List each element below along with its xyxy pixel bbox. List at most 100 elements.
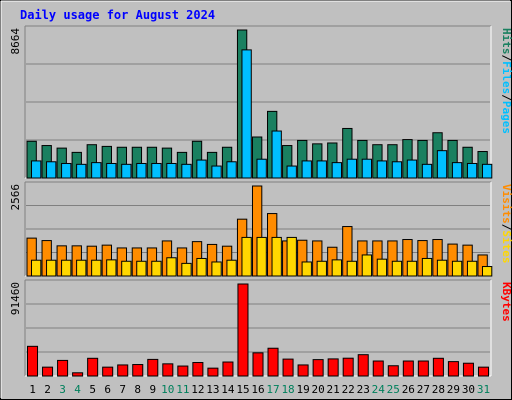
bar-kbytes: [462, 362, 474, 377]
bars-kbytes: [27, 283, 490, 377]
bar-files: [316, 160, 327, 179]
bar-sites: [196, 257, 207, 277]
bar-kbytes: [402, 360, 414, 377]
x-tick-label: 16: [251, 383, 264, 396]
bar-sites: [391, 260, 403, 277]
bar-files: [451, 162, 463, 179]
x-tick-label: 25: [387, 383, 400, 396]
bars-visits_sites: [26, 185, 493, 277]
bar-kbytes: [102, 366, 114, 377]
bar-sites: [301, 261, 312, 277]
bar-sites: [361, 254, 373, 277]
bar-kbytes: [282, 358, 294, 377]
bar-sites: [316, 260, 327, 277]
bar-files: [286, 165, 297, 179]
bar-sites: [421, 257, 433, 277]
x-tick-label: 5: [89, 383, 96, 396]
bar-files: [481, 163, 493, 179]
x-tick-label: 20: [312, 383, 325, 396]
bars-hits_files_pages: [26, 29, 493, 179]
bar-files: [271, 130, 282, 179]
x-tick-label: 15: [236, 383, 249, 396]
bar-files: [196, 159, 207, 179]
legend-hits_files_pages: Hits/Files/Pages: [500, 28, 512, 134]
x-tick-label: 12: [191, 383, 204, 396]
x-tick-label: 18: [281, 383, 294, 396]
x-tick-label: 19: [296, 383, 309, 396]
chart-title: Daily usage for August 2024: [20, 8, 215, 22]
bar-sites: [76, 259, 87, 277]
bar-kbytes: [207, 367, 219, 377]
x-tick-label: 6: [104, 383, 111, 396]
x-tick-label: 17: [266, 383, 279, 396]
y-max-label: 2566: [9, 184, 22, 211]
bar-kbytes: [192, 362, 204, 377]
bar-files: [226, 161, 237, 179]
bar-files: [376, 160, 388, 179]
bar-sites: [271, 236, 282, 277]
bar-kbytes: [477, 366, 490, 377]
bar-kbytes: [132, 364, 144, 377]
bar-sites: [256, 236, 267, 277]
x-tick-label: 8: [134, 383, 141, 396]
bar-kbytes: [252, 352, 264, 377]
x-tick-label: 7: [119, 383, 126, 396]
legend-kbytes: KBytes: [500, 282, 512, 322]
bar-files: [406, 159, 418, 179]
x-tick-label: 2: [44, 383, 51, 396]
panel-visits_sites: 2566 Visits/Sites: [9, 181, 512, 277]
x-tick-label: 22: [342, 383, 355, 396]
bar-files: [106, 162, 117, 179]
bar-files: [256, 158, 267, 179]
bar-sites: [346, 260, 358, 277]
bar-files: [331, 162, 342, 179]
legend-item-files: Files: [500, 61, 512, 94]
x-tick-label: 30: [462, 383, 475, 396]
bar-files: [436, 150, 448, 179]
bar-kbytes: [57, 359, 69, 377]
bar-sites: [91, 259, 102, 277]
x-tick-label: 24: [372, 383, 386, 396]
bar-kbytes: [447, 361, 459, 377]
bar-sites: [46, 259, 57, 277]
bar-kbytes: [42, 366, 54, 377]
panel-kbytes: 91460 KBytes: [9, 279, 512, 377]
x-tick-label: 14: [221, 383, 235, 396]
bar-kbytes: [327, 358, 339, 377]
bar-kbytes: [342, 357, 354, 377]
x-tick-label: 10: [161, 383, 174, 396]
bar-kbytes: [177, 365, 189, 377]
bar-kbytes: [297, 364, 309, 377]
bar-kbytes: [222, 361, 234, 377]
legend-item-visits: Visits: [500, 184, 512, 224]
bar-files: [241, 49, 252, 179]
bar-sites: [331, 259, 342, 277]
x-tick-label: 13: [206, 383, 219, 396]
bar-files: [151, 162, 162, 179]
bar-sites: [436, 259, 448, 277]
bar-files: [121, 163, 132, 179]
bar-kbytes: [162, 363, 174, 377]
x-tick-label: 21: [327, 383, 340, 396]
bar-files: [46, 161, 57, 179]
x-tick-label: 29: [447, 383, 460, 396]
bar-files: [91, 162, 102, 179]
x-tick-label: 23: [357, 383, 370, 396]
legend-visits_sites: Visits/Sites: [500, 184, 512, 264]
chart-panels: 8664 Hits/Files/Pages 2566 Visits/Sites 9146…: [9, 25, 512, 377]
bar-kbytes: [312, 359, 324, 377]
bar-kbytes: [372, 360, 384, 377]
bar-sites: [151, 260, 162, 277]
bar-kbytes: [417, 360, 429, 377]
bar-sites: [451, 260, 463, 277]
bar-files: [466, 162, 478, 179]
bar-kbytes: [147, 358, 159, 377]
bar-files: [346, 158, 358, 179]
x-tick-label: 11: [176, 383, 189, 396]
legend-item-hits: Hits: [500, 28, 512, 55]
bar-files: [211, 165, 222, 179]
bar-sites: [211, 261, 222, 277]
x-tick-label: 27: [417, 383, 430, 396]
bar-sites: [286, 236, 297, 277]
